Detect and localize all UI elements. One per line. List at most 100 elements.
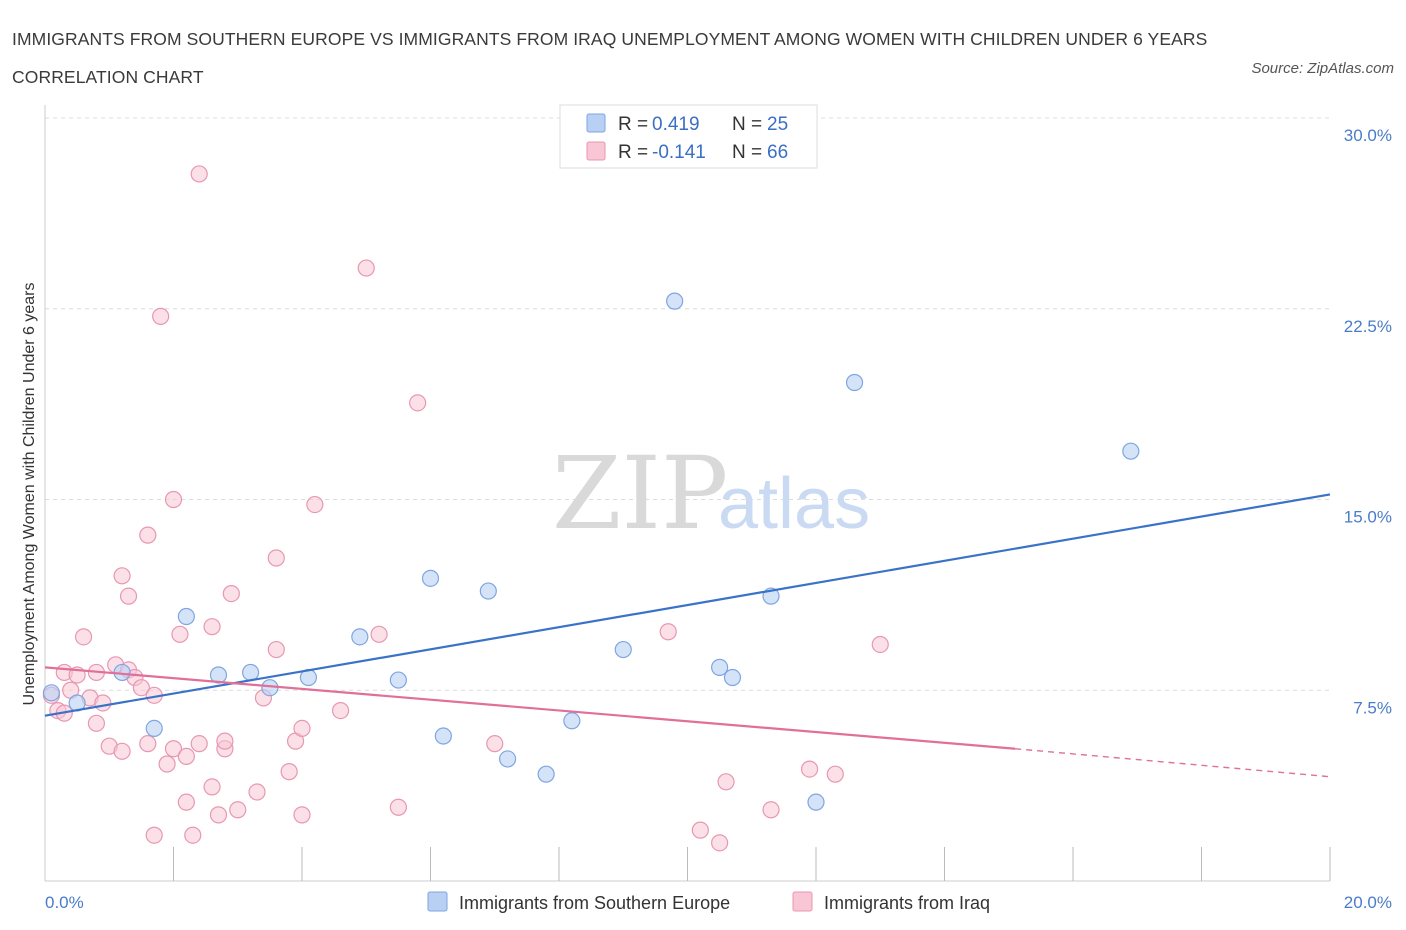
iraq-point-46	[293, 806, 311, 824]
trend-lines	[44, 493, 1331, 778]
bottom-legend-swatch-blue	[427, 891, 448, 912]
iraq-point-30	[184, 826, 202, 844]
southern-europe-point-13	[479, 582, 497, 600]
bottom-legend-label-iraq: Immigrants from Iraq	[824, 893, 990, 913]
legend-r-label-1: R =	[618, 114, 648, 135]
legend-swatch-blue	[586, 113, 606, 133]
iraq-point-43	[267, 640, 285, 659]
iraq-point-26	[164, 490, 183, 509]
iraq-point-50	[357, 259, 375, 277]
iraq-point-29	[177, 747, 195, 765]
iraq-point-54	[486, 735, 504, 753]
southern-europe-point-0	[42, 684, 61, 702]
iraq-point-38	[222, 585, 240, 603]
iraq-point-23	[152, 307, 170, 325]
iraq-point-40	[248, 783, 266, 801]
southern-europe-point-9	[351, 628, 369, 646]
southern-europe-point-3	[145, 719, 163, 738]
legend-r-value-2: -0.141	[652, 142, 706, 163]
iraq-point-14	[113, 742, 131, 760]
iraq-point-10	[94, 694, 112, 712]
y-tick-label-3: 30.0%	[1344, 126, 1392, 145]
iraq-point-16	[119, 587, 138, 605]
southern-europe-point-6	[242, 663, 260, 682]
iraq-point-55	[659, 623, 677, 641]
southern-europe-point-23	[845, 373, 864, 392]
iraq-point-47	[293, 719, 311, 738]
southern-europe-point-18	[666, 292, 684, 310]
iraq-point-49	[331, 701, 350, 720]
southern-europe-point-22	[807, 793, 825, 811]
x-tick-labels: 0.0% 20.0%	[45, 893, 1392, 912]
iraq-point-25	[164, 740, 183, 758]
legend-n-value-1: 25	[767, 114, 788, 135]
x-tick-label-0: 0.0%	[45, 893, 84, 912]
iraq-point-6	[74, 628, 93, 646]
axes	[44, 105, 1331, 882]
x-tick-label-1: 20.0%	[1344, 893, 1392, 912]
watermark: ZIP atlas	[552, 435, 870, 552]
iraq-point-62	[871, 635, 889, 654]
iraq-point-61	[826, 765, 844, 783]
legend-r-value-1: 0.419	[652, 114, 700, 135]
iraq-point-58	[717, 773, 735, 791]
legend-n-label-1: N =	[732, 114, 762, 135]
y-tick-label-0: 7.5%	[1353, 698, 1392, 717]
iraq-point-34	[203, 618, 221, 636]
trend-line-southern-europe	[44, 493, 1331, 717]
iraq-point-24	[158, 755, 176, 773]
legend-n-label-2: N =	[732, 142, 762, 163]
iraq-point-53	[409, 394, 427, 412]
southern-europe-point-17	[614, 640, 632, 659]
southern-europe-point-19	[711, 658, 729, 676]
iraq-point-52	[389, 798, 407, 816]
y-axis-label: Unemployment Among Women with Children U…	[21, 282, 38, 705]
iraq-point-42	[267, 549, 285, 567]
iraq-point-13	[113, 567, 131, 585]
series-southern-europe-points	[42, 292, 1140, 811]
iraq-point-20	[139, 735, 157, 753]
iraq-point-27	[171, 625, 189, 643]
watermark-zip: ZIP	[552, 435, 728, 552]
y-tick-label-1: 15.0%	[1344, 508, 1392, 527]
iraq-point-39	[229, 801, 247, 819]
iraq-point-33	[203, 778, 221, 796]
bottom-legend-swatch-pink	[792, 891, 813, 912]
chart-title: IMMIGRANTS FROM SOUTHERN EUROPE VS IMMIG…	[12, 29, 1208, 87]
trend-line-iraq	[44, 666, 1016, 750]
iraq-point-32	[190, 165, 208, 183]
correlation-legend: R = 0.419 N = 25 R = -0.141 N = 66	[559, 104, 818, 169]
southern-europe-point-10	[389, 671, 407, 689]
southern-europe-point-15	[537, 765, 555, 783]
y-tick-labels: 7.5% 15.0% 22.5% 30.0%	[1344, 126, 1392, 717]
legend-n-value-2: 66	[767, 142, 788, 163]
southern-europe-point-14	[499, 750, 517, 768]
southern-europe-point-24	[1122, 442, 1140, 460]
watermark-atlas: atlas	[718, 464, 870, 544]
trend-line-iraq-extension	[1015, 748, 1331, 778]
iraq-point-59	[762, 801, 780, 819]
iraq-point-57	[711, 834, 729, 852]
y-tick-label-2: 22.5%	[1344, 317, 1392, 336]
iraq-point-60	[800, 760, 819, 778]
legend-swatch-pink	[586, 141, 606, 161]
legend-r-label-2: R =	[618, 142, 648, 163]
iraq-point-51	[370, 625, 388, 643]
iraq-point-56	[691, 821, 709, 839]
iraq-point-31	[190, 735, 208, 753]
iraq-point-37	[216, 732, 234, 750]
iraq-point-48	[306, 495, 324, 514]
source-label: Source: ZipAtlas.com	[1251, 60, 1394, 77]
southern-europe-point-12	[434, 727, 452, 745]
iraq-point-28	[177, 793, 195, 811]
bottom-legend-label-southern-europe: Immigrants from Southern Europe	[459, 893, 730, 913]
southern-europe-point-11	[421, 569, 440, 587]
iraq-point-21	[145, 826, 163, 844]
series-legend: Immigrants from Southern Europe Immigran…	[427, 891, 990, 913]
iraq-point-35	[209, 806, 228, 824]
iraq-point-18	[132, 679, 150, 697]
iraq-point-9	[87, 714, 106, 732]
iraq-point-19	[139, 526, 157, 544]
southern-europe-point-20	[723, 668, 742, 687]
